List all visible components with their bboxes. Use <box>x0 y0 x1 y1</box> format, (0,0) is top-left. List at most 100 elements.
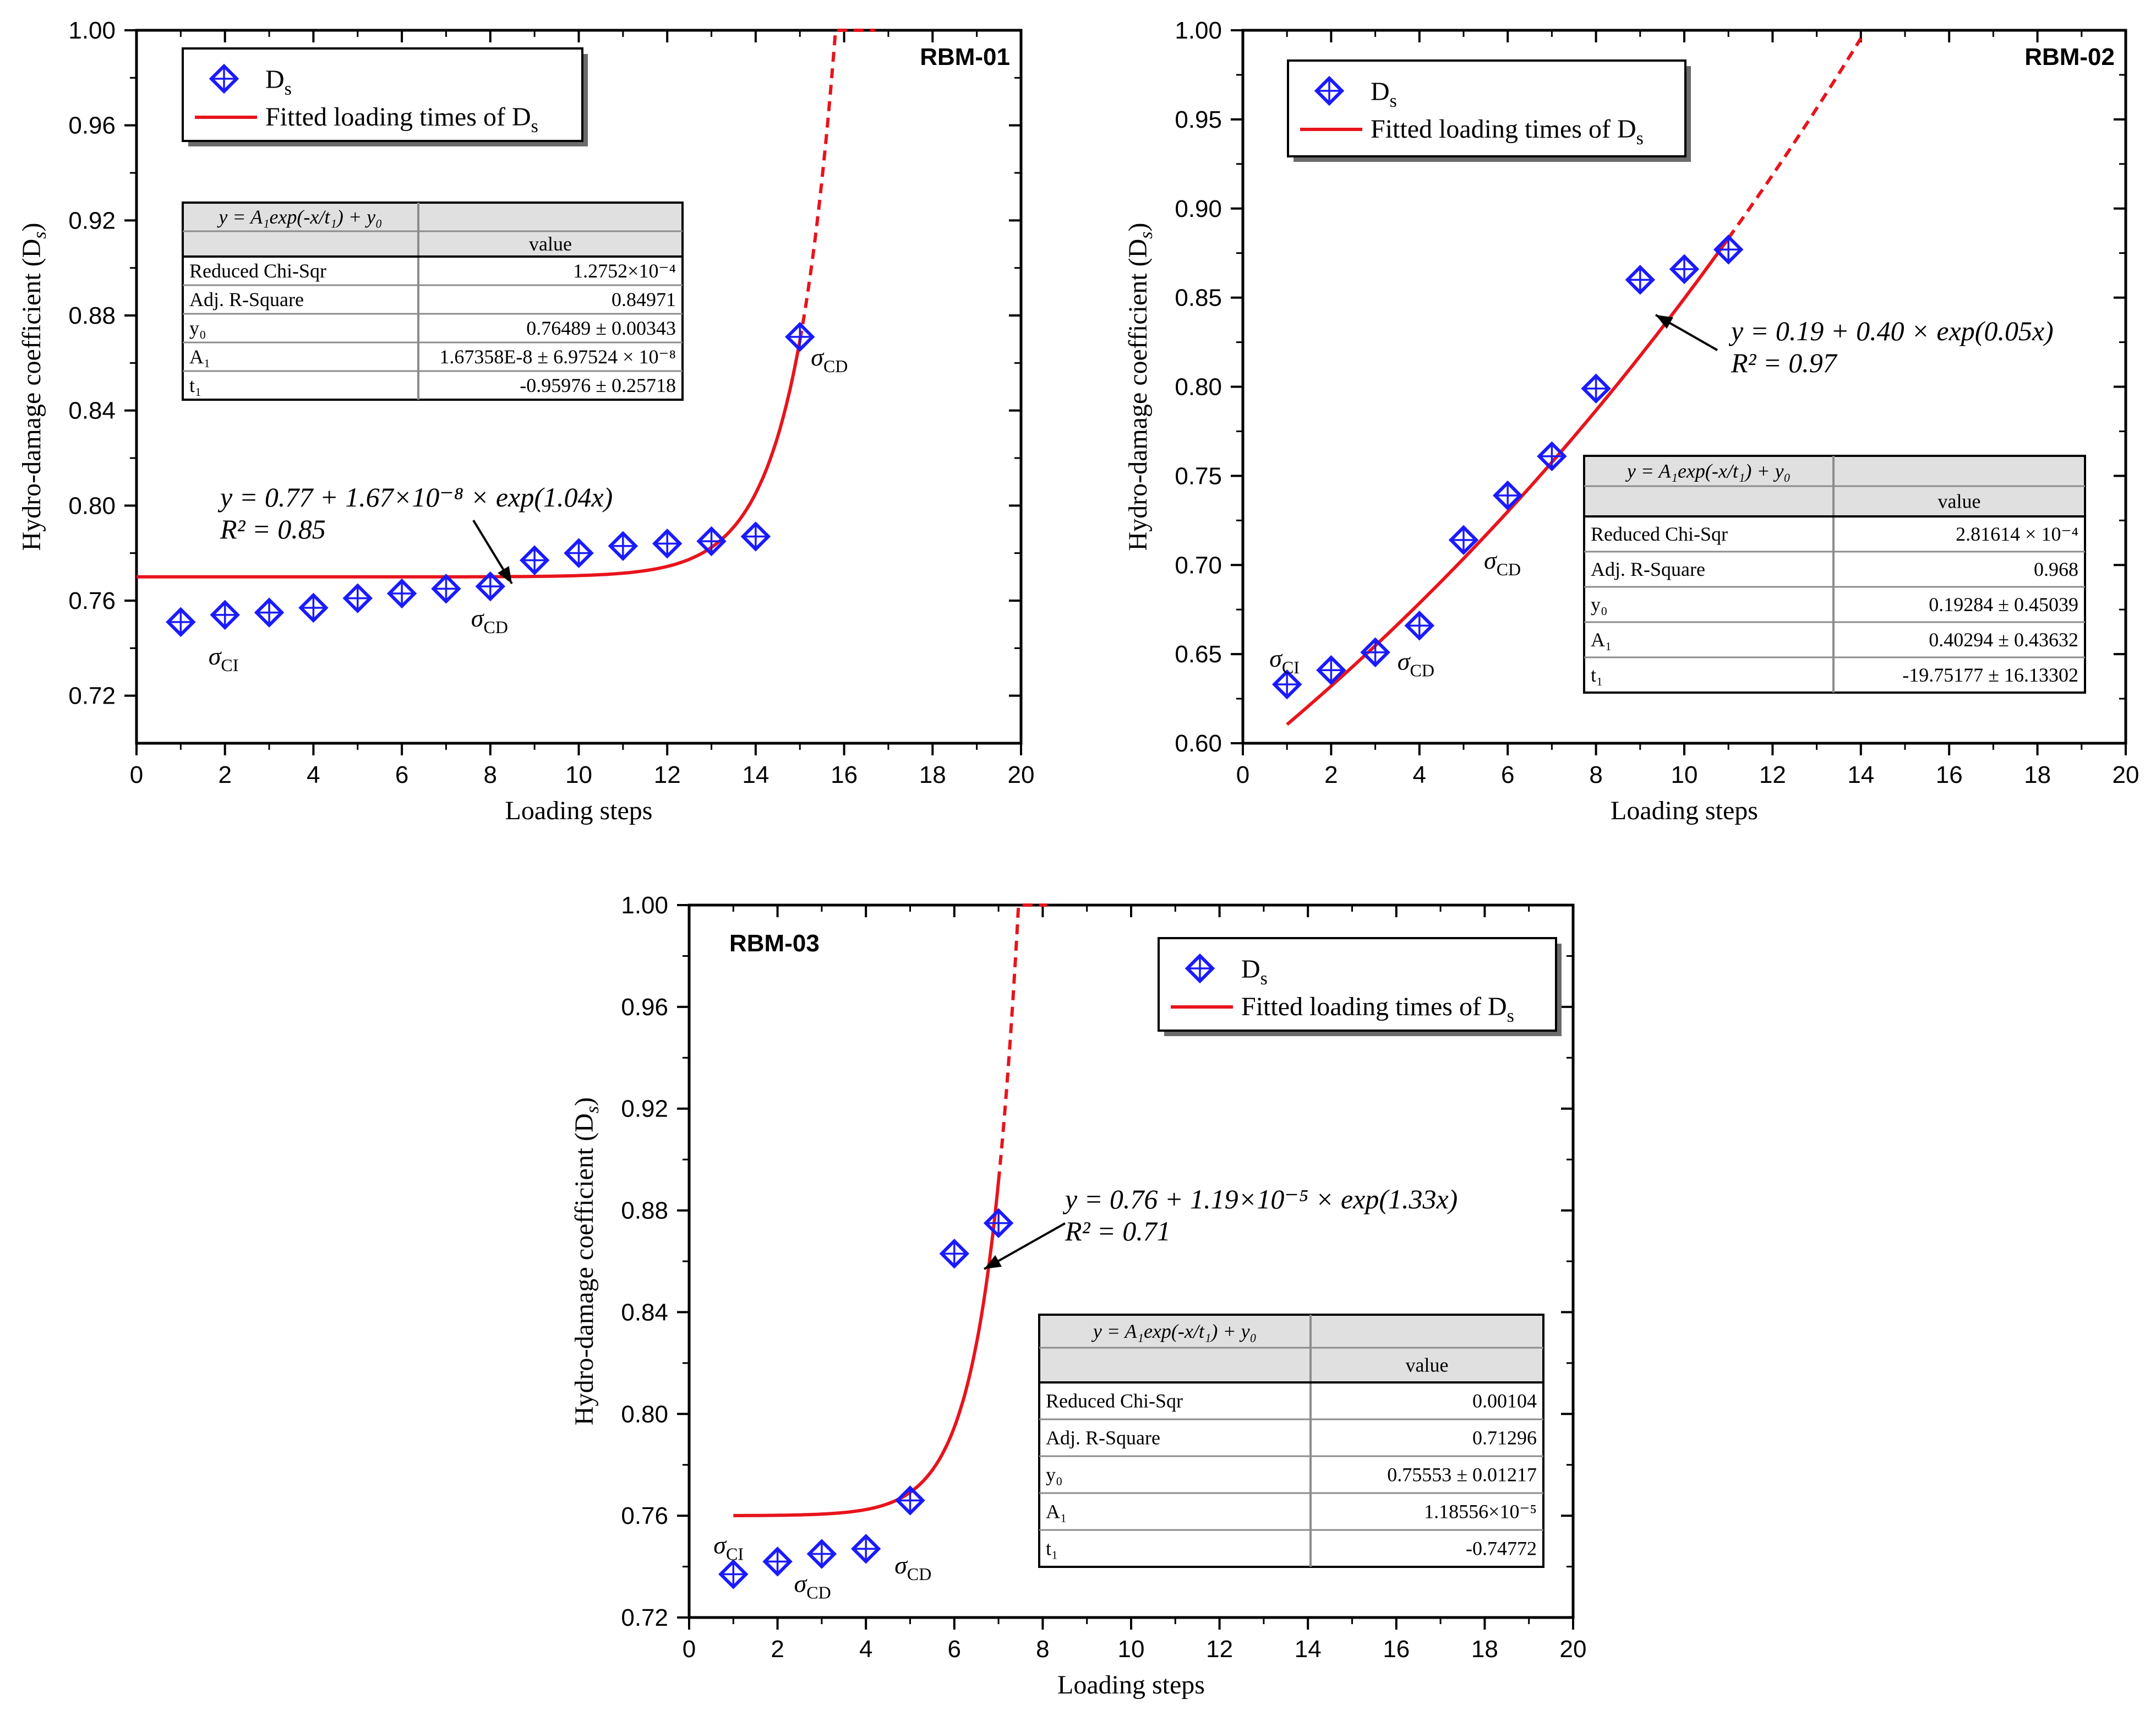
y-tick-label: 0.85 <box>1175 285 1222 312</box>
table-row-value: -19.75177 ± 16.13302 <box>1902 664 2078 686</box>
table-row-value: -0.74772 <box>1466 1538 1537 1560</box>
y-tick-label: 1.00 <box>1175 17 1222 44</box>
x-tick-label: 8 <box>1036 1636 1049 1663</box>
table-row-value: 0.71296 <box>1472 1427 1537 1449</box>
legend-box[interactable] <box>182 47 583 142</box>
table-row-value: 1.67358E-8 ± 6.97524 × 10⁻⁸ <box>439 346 676 368</box>
x-axis-title: Loading steps <box>505 796 653 825</box>
table-row-label: A₁ <box>1591 629 1612 651</box>
legend-line-label: Fitted loading times of Ds <box>1241 992 1514 1026</box>
x-tick-label: 0 <box>1236 761 1249 788</box>
panel-title: RBM-01 <box>920 43 1010 70</box>
x-tick-label: 14 <box>742 761 769 788</box>
data-point-8 <box>519 545 550 575</box>
x-axis-title: Loading steps <box>1611 796 1758 825</box>
y-axis-title: Hydro-damage coefficient (Ds) <box>17 222 50 551</box>
data-point-6 <box>431 574 461 604</box>
table-row-label: Reduced Chi-Sqr <box>1046 1390 1183 1412</box>
x-tick-label: 0 <box>130 761 143 788</box>
fit-curve-dashed <box>798 29 875 341</box>
fit-curve-solid <box>137 340 802 579</box>
x-tick-label: 12 <box>1759 761 1786 788</box>
y-tick-label: 0.65 <box>1175 641 1222 668</box>
x-tick-label: 0 <box>683 1636 696 1663</box>
y-tick-label: 0.88 <box>68 302 116 329</box>
chart-panel-2: 0 2 4 6 8 10 12 14 16 18 20 0.60 0.65 0.70 0.75 0.80 0.8… <box>1123 17 2139 825</box>
fit-equation: y = 0.76 + 1.19×10⁻⁵ × exp(1.33x) <box>1062 1184 1458 1214</box>
legend-marker-label: Ds <box>265 65 292 99</box>
fit-equation: y = 0.77 + 1.67×10⁻⁸ × exp(1.04x) <box>217 482 613 513</box>
fit-curve-solid <box>733 1181 1001 1517</box>
x-tick-label: 6 <box>1501 761 1514 788</box>
y-tick-label: 0.76 <box>621 1502 668 1529</box>
table-row-value: 0.19284 ± 0.45039 <box>1929 593 2078 616</box>
sigma-annotation-cd: σCD <box>471 604 508 637</box>
x-tick-label: 2 <box>1324 761 1338 788</box>
table-row-label: y₀ <box>1591 593 1608 616</box>
legend-marker-label: Ds <box>1241 955 1268 989</box>
y-axis-title: Hydro-damage coefficient (Ds) <box>570 1097 603 1425</box>
y-tick-label: 0.72 <box>68 683 116 710</box>
table-row-label: Adj. R-Square <box>1591 558 1705 580</box>
table-row-value: -0.95976 ± 0.25718 <box>520 374 676 396</box>
data-point-0 <box>718 1559 749 1589</box>
table-value-header: value <box>529 233 572 255</box>
data-point-2 <box>1360 637 1390 668</box>
y-tick-label: 0.60 <box>1175 730 1222 757</box>
x-tick-label: 12 <box>654 761 681 788</box>
table-row-value: 0.76489 ± 0.00343 <box>526 317 676 339</box>
fit-r-squared: R² = 0.97 <box>1731 347 1838 378</box>
chart-panel-1: 0 2 4 6 8 10 12 14 16 18 20 0.72 0.76 0.80 0.84 0.88 0.9… <box>17 17 1034 825</box>
table-value-header: value <box>1938 491 1981 513</box>
x-tick-label: 12 <box>1206 1636 1233 1663</box>
table-row-label: Reduced Chi-Sqr <box>189 260 326 282</box>
sigma-annotation-cd: σCD <box>1484 546 1521 579</box>
legend-box[interactable] <box>1158 937 1557 1032</box>
sigma-annotation-cd: σCD <box>894 1551 931 1584</box>
fit-equation: y = 0.19 + 0.40 × exp(0.05x) <box>1728 315 2054 346</box>
fit-curve-dashed <box>1727 37 1863 239</box>
y-tick-label: 1.00 <box>68 17 116 44</box>
table-row-value: 0.40294 ± 0.43632 <box>1929 629 2078 651</box>
panel-title: RBM-02 <box>2024 43 2115 70</box>
legend-box[interactable] <box>1287 59 1686 157</box>
fit-parameter-table: y = A₁exp(-x/t₁) + y₀ value Reduced Chi-Sq… <box>1038 1314 1544 1568</box>
sigma-annotation-ci: σCI <box>209 642 239 675</box>
x-tick-label: 2 <box>218 761 231 788</box>
table-value-header: value <box>1406 1354 1449 1376</box>
table-row-label: Adj. R-Square <box>189 288 304 311</box>
table-row-value: 2.81614 × 10⁻⁴ <box>1956 523 2078 545</box>
x-tick-label: 10 <box>565 761 592 788</box>
equation-arrow-head <box>498 566 512 584</box>
legend-marker-label: Ds <box>1371 77 1397 111</box>
y-tick-label: 0.75 <box>1175 462 1222 489</box>
table-row-label: Adj. R-Square <box>1046 1427 1160 1449</box>
fit-parameter-table: y = A₁exp(-x/t₁) + y₀ value Reduced Chi-Sq… <box>182 201 684 401</box>
equation-arrow-head <box>984 1255 1002 1269</box>
sigma-annotation-ci: σCI <box>713 1531 744 1564</box>
x-axis-title: Loading steps <box>1057 1670 1205 1700</box>
legend-line-label: Fitted loading times of Ds <box>265 102 538 137</box>
x-tick-label: 16 <box>831 761 858 788</box>
fit-curve-solid <box>1286 237 1730 726</box>
x-tick-label: 20 <box>1008 761 1035 788</box>
x-tick-label: 4 <box>1413 761 1426 788</box>
x-tick-label: 18 <box>1471 1636 1498 1663</box>
data-point-9 <box>564 538 594 568</box>
y-tick-label: 0.92 <box>621 1096 668 1123</box>
x-tick-label: 20 <box>1560 1636 1587 1663</box>
table-row-label: t₁ <box>1046 1538 1058 1560</box>
x-tick-label: 8 <box>484 761 497 788</box>
sigma-annotation-cd: σCD <box>811 343 848 376</box>
fit-r-squared: R² = 0.71 <box>1065 1216 1171 1246</box>
x-tick-label: 8 <box>1589 761 1602 788</box>
y-tick-label: 0.84 <box>621 1299 668 1326</box>
y-tick-label: 1.00 <box>621 892 668 919</box>
x-tick-label: 16 <box>1936 761 1963 788</box>
y-tick-label: 0.92 <box>68 207 116 234</box>
y-axis-title: Hydro-damage coefficient (Ds) <box>1123 222 1156 551</box>
x-tick-label: 20 <box>2113 761 2139 788</box>
chart-panel-3: 0 2 4 6 8 10 12 14 16 18 20 0.72 0.76 0.80 0.84 0.88 0.9… <box>570 892 1586 1700</box>
x-tick-label: 4 <box>859 1636 872 1663</box>
